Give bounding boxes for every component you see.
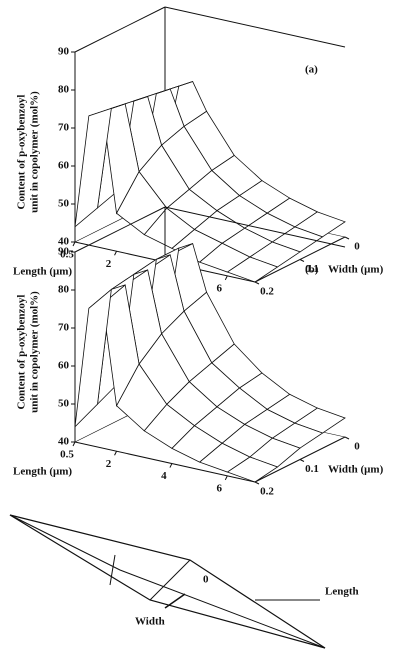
x-axis-label: Length (μm) [13,266,72,278]
z-tick-label: 80 [58,284,70,296]
y-tick-label: 0.1 [305,463,319,475]
y-tick [344,236,350,240]
shape-diagram: Length Width 0 [9,514,359,649]
x-tick-label: 4 [161,470,167,482]
x-tick [72,441,76,447]
y-tick-label: 0 [354,241,360,253]
x-axis-label: Length (μm) [13,466,72,478]
x-tick [169,463,173,468]
panel-title: (b) [305,264,319,276]
y-axis-label: Width (μm) [328,464,384,476]
z-tick-label: 70 [58,122,70,134]
z-tick-label: 50 [58,198,70,210]
z-tick-label: 40 [58,236,70,248]
x-tick-label: 0.5 [60,449,74,461]
x-tick-label: 2 [106,258,112,270]
x-tick-label: 2 [106,458,112,470]
length-axis [74,441,256,483]
z-tick-label: 60 [58,160,70,172]
y-tick [299,259,305,262]
y-tick-label: 0.1 [305,263,319,275]
y-tick-label: 0.2 [260,286,274,298]
y-tick [254,281,260,285]
y-tick [254,481,260,485]
y-tick [344,436,350,440]
z-tick-label: 40 [58,436,70,448]
x-tick [114,451,117,456]
x-tick-label: 0.5 [60,249,74,261]
lens-outline [9,514,326,649]
z-tick-label: 50 [58,398,70,410]
z-axis-label: Content of p-oxybenzoyl [16,295,28,410]
y-axis-label: Width (μm) [328,264,384,276]
z-tick-label: 80 [58,84,70,96]
x-tick [224,475,228,481]
y-tick-label: 0 [354,441,360,453]
x-tick-label: 6 [217,482,223,494]
z-tick-label: 90 [58,246,70,258]
lens-section [109,554,116,586]
length-label: Length [325,586,359,598]
top-edge [164,206,346,248]
lens-section [149,559,191,601]
top-edge [74,6,166,53]
width-pointer [164,593,186,609]
lens-ridge [9,514,326,649]
z-tick-label: 70 [58,322,70,334]
x-tick [72,241,76,247]
center-label: 0 [203,574,209,586]
z-axis-label: Content of p-oxybenzoyl [16,95,28,210]
width-label: Width [135,616,165,628]
panel-title: (a) [305,64,318,76]
z-tick-label: 60 [58,360,70,372]
top-edge [164,6,346,48]
x-tick [114,251,117,256]
top-edge [74,206,166,253]
z-axis-label: unit in copolymer (mol%) [29,91,41,213]
y-tick [299,459,305,462]
surface-cell [74,107,112,228]
y-tick-label: 0.2 [260,486,274,498]
x-tick [224,275,228,281]
surface-cell [74,288,112,428]
z-tick-label: 90 [58,46,70,58]
x-tick-label: 6 [217,282,223,294]
z-axis-label: unit in copolymer (mol%) [29,291,41,413]
